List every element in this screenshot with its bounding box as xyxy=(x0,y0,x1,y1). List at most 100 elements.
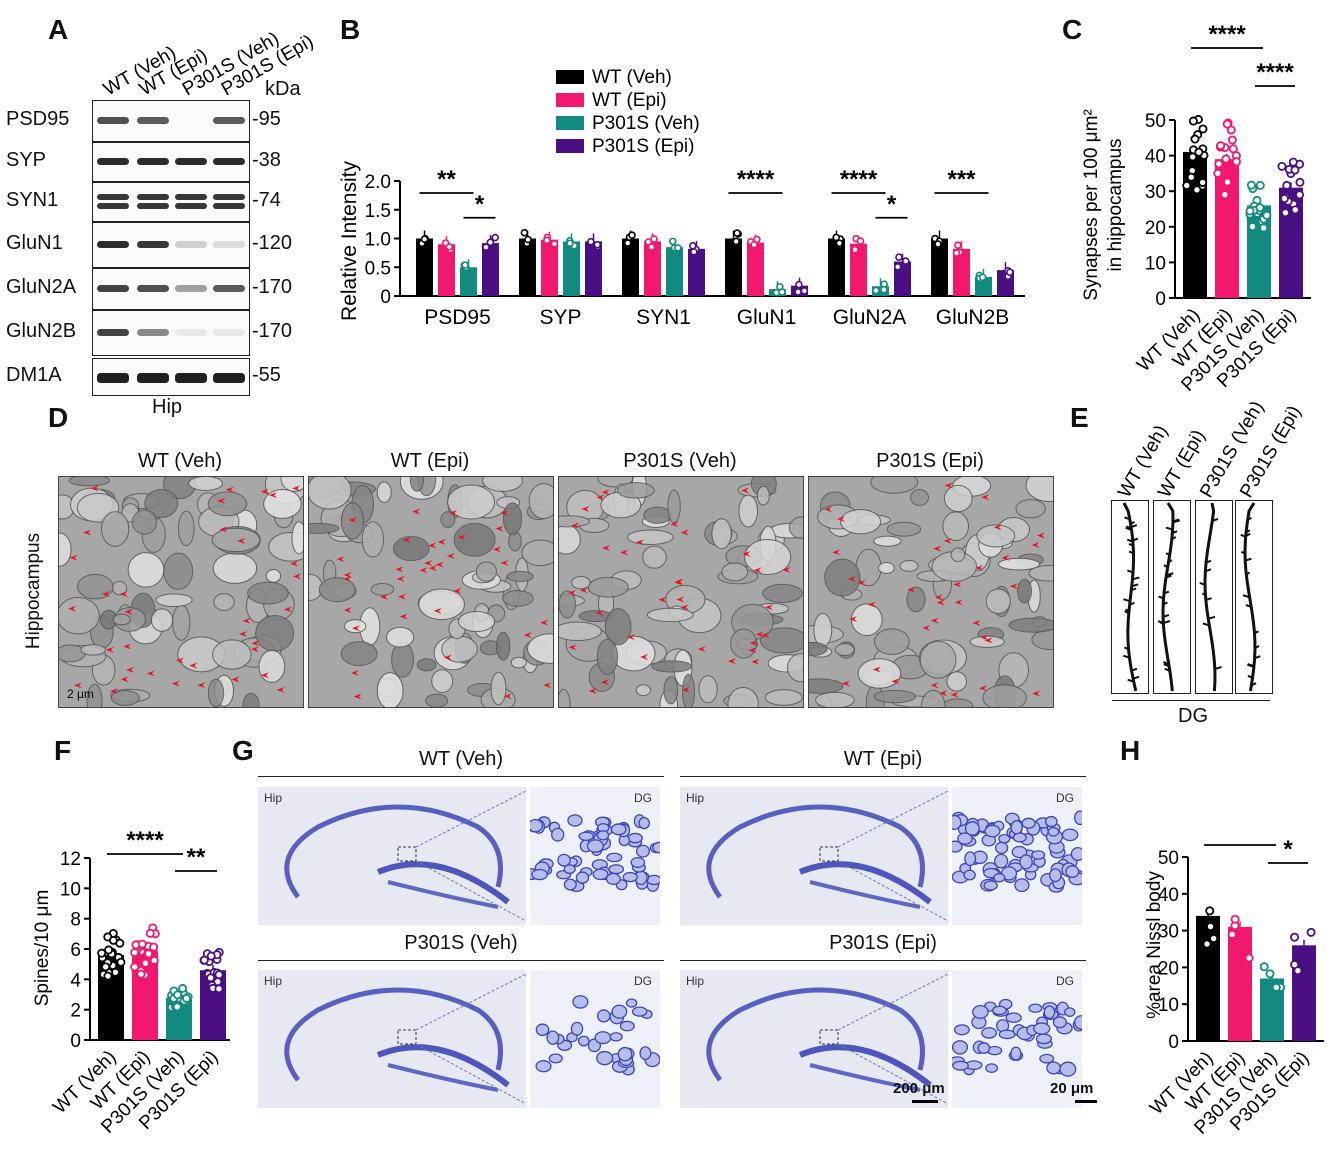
em-profile xyxy=(682,673,696,707)
neuron-cell xyxy=(1043,1005,1056,1019)
synapse-arrow xyxy=(658,596,667,603)
x-tick-label-glun2a: GluN2A xyxy=(833,306,907,329)
em-profile xyxy=(59,596,100,635)
neuron-cell xyxy=(625,998,638,1008)
em-profile xyxy=(941,698,974,707)
neuron-cell xyxy=(952,1060,969,1071)
em-profile xyxy=(506,570,534,583)
spine xyxy=(1247,663,1255,668)
synapse-arrow xyxy=(402,536,411,543)
synapse-arrow xyxy=(571,522,580,529)
neuron-cell xyxy=(577,1035,590,1047)
y-tick-label: 50 xyxy=(1145,111,1166,132)
ca-layer xyxy=(706,987,925,1082)
neuron-cell xyxy=(1052,1016,1067,1029)
em-profile xyxy=(255,615,295,652)
nissl-title-rule-0 xyxy=(258,776,664,777)
blot-row-syn1 xyxy=(92,182,250,222)
spine xyxy=(1205,568,1212,573)
panel-letter-b: B xyxy=(340,14,361,45)
legend-label-0: WT (Veh) xyxy=(592,67,672,88)
synapse-arrow xyxy=(336,556,345,563)
y-tick-label: 4 xyxy=(70,970,81,991)
em-profile xyxy=(163,552,194,590)
synapse-arrow xyxy=(741,487,750,494)
nissl-hip-label: Hip xyxy=(264,791,283,805)
spine xyxy=(1205,597,1212,601)
synapse-arrow xyxy=(109,688,118,695)
spine xyxy=(1244,557,1252,562)
em-profile xyxy=(762,583,803,604)
bar-glun2b-1 xyxy=(953,248,970,296)
dendrite-image-1 xyxy=(1153,500,1191,694)
neuron-cell xyxy=(594,1031,612,1045)
x-tick-label-syn1: SYN1 xyxy=(636,306,691,329)
spine xyxy=(1214,666,1222,670)
blot-band xyxy=(175,285,207,292)
neuron-cell xyxy=(1019,854,1033,870)
neuron-cell xyxy=(635,844,650,858)
synapse-arrow xyxy=(260,488,269,495)
spine xyxy=(1164,667,1171,672)
data-point xyxy=(1288,157,1298,167)
synapse-arrow xyxy=(939,690,948,697)
data-point xyxy=(1227,135,1237,145)
legend-label-3: P301S (Epi) xyxy=(592,136,694,157)
dendrite-drawing xyxy=(1122,502,1140,692)
dg-layer-upper xyxy=(376,861,510,905)
em-profile xyxy=(1008,617,1053,633)
em-profile xyxy=(155,593,193,608)
em-texture xyxy=(59,477,303,707)
y-tick-label: 2 xyxy=(70,1001,81,1022)
spine xyxy=(1163,663,1170,668)
dendrite-image-2 xyxy=(1195,500,1233,694)
em-profile xyxy=(982,684,1027,707)
bar-glun1-0 xyxy=(725,238,742,296)
data-point xyxy=(1192,185,1202,195)
synapse-arrow xyxy=(891,678,900,685)
data-point xyxy=(130,948,140,958)
significance-label: **** xyxy=(1208,21,1246,48)
synapse-arrow xyxy=(824,506,833,513)
blot-band xyxy=(175,241,207,248)
zoom-line xyxy=(415,790,526,848)
synapse-arrow xyxy=(979,685,988,692)
em-title-0: WT (Veh) xyxy=(137,450,223,472)
data-point xyxy=(1244,953,1254,963)
legend-swatch-0 xyxy=(556,70,584,84)
blot-band xyxy=(213,285,245,292)
panel-e-headers: WT (Veh) WT (Epi) P301S (Veh) P301S (Epi… xyxy=(1114,398,1305,502)
neuron-cell xyxy=(578,831,594,841)
neuron-cell xyxy=(1012,832,1027,843)
synapse-arrow xyxy=(543,682,552,689)
synapse-arrow xyxy=(867,601,876,608)
spine xyxy=(1132,675,1140,680)
data-point xyxy=(1246,180,1256,190)
blot-label-dm1a: DM1A xyxy=(6,364,62,386)
synapse-arrow xyxy=(126,666,135,673)
data-point xyxy=(1205,906,1215,916)
data-point xyxy=(1280,208,1290,218)
data-point xyxy=(173,990,183,1000)
data-point xyxy=(1231,157,1241,167)
synapse-arrow xyxy=(412,508,421,515)
neuron-cell xyxy=(575,871,590,884)
data-point xyxy=(650,235,658,243)
x-tick-label-glun2b: GluN2B xyxy=(936,306,1010,329)
data-point xyxy=(445,243,454,251)
blot-band xyxy=(137,285,169,292)
neuron-cell xyxy=(596,1050,614,1066)
nissl-scale-right: 20 μm xyxy=(1050,1080,1094,1097)
synapse-arrow xyxy=(175,657,184,664)
dendrite-image-0 xyxy=(1111,500,1149,694)
synapse-arrow xyxy=(237,537,246,544)
data-point xyxy=(800,287,809,295)
bar-0 xyxy=(1196,915,1220,1041)
em-profile xyxy=(150,608,174,632)
blot-bands xyxy=(97,329,245,336)
data-point xyxy=(136,969,146,979)
zoom-line xyxy=(837,1043,948,1105)
data-point xyxy=(1216,141,1226,151)
nissl-zoom-3: DG xyxy=(952,970,1082,1108)
spine xyxy=(1129,601,1135,606)
